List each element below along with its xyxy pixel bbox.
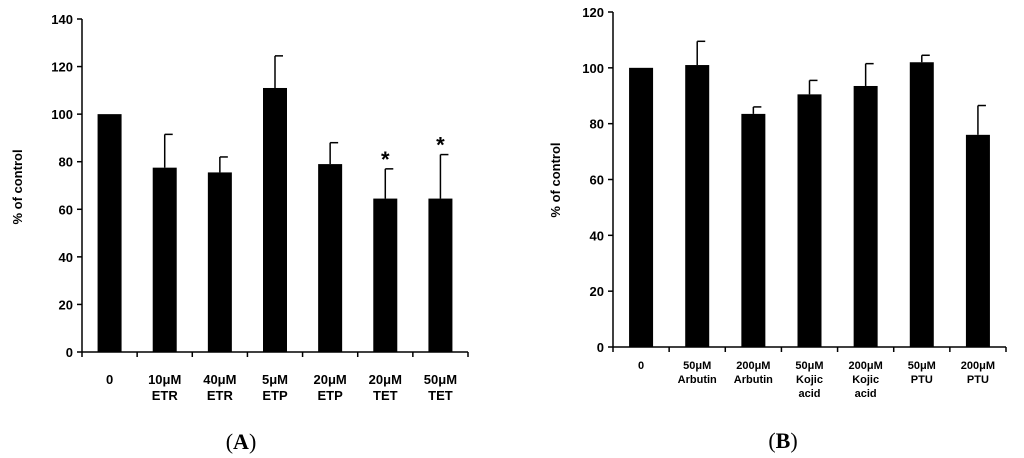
category-label-b: 200μM bbox=[736, 360, 770, 372]
category-label-b: 50μM bbox=[795, 360, 823, 372]
category-label-b: 0 bbox=[638, 360, 644, 372]
bar-b bbox=[797, 94, 822, 348]
y-tick-label-a: 100 bbox=[51, 107, 73, 122]
panel-label-b: (B) bbox=[768, 428, 797, 453]
category-label-b: acid bbox=[855, 388, 877, 400]
panel-label-a: (A) bbox=[226, 429, 257, 454]
category-label-a: 20μM bbox=[314, 372, 347, 387]
category-label-b: acid bbox=[798, 388, 820, 400]
category-label-b: Kojic bbox=[852, 374, 879, 386]
y-tick-label-b: 40 bbox=[590, 228, 604, 243]
bar-b bbox=[685, 65, 710, 348]
bar-b bbox=[629, 67, 654, 347]
bar-b bbox=[853, 85, 878, 348]
y-tick-label-a: 120 bbox=[51, 60, 73, 75]
bar-chart-b: 0 20 40 60 80 100 120 0 50μM Arbutin 200μM Arbutin 5… bbox=[548, 5, 1007, 453]
bar-a bbox=[263, 87, 287, 352]
category-label-b: PTU bbox=[911, 374, 933, 386]
category-label-a: 40μM bbox=[203, 372, 236, 387]
significance-marker-a: * bbox=[436, 133, 445, 158]
y-axis-title-a: % of control bbox=[10, 149, 25, 224]
bar-a bbox=[373, 198, 398, 352]
bar-a bbox=[207, 172, 232, 352]
y-tick-label-a: 40 bbox=[59, 250, 73, 265]
category-label-b: 50μM bbox=[908, 360, 936, 372]
bar-b bbox=[909, 62, 934, 347]
y-tick-label-b: 80 bbox=[590, 117, 604, 132]
y-tick-label-a: 0 bbox=[66, 345, 73, 360]
category-label-b: 50μM bbox=[683, 360, 711, 372]
category-label-a: ETR bbox=[152, 388, 179, 403]
category-label-a: TET bbox=[428, 388, 453, 403]
bar-b bbox=[741, 113, 766, 347]
chart-panel-a: 0 20 40 60 80 100 120 140 0 10μM ETR 40μM ETR 5μM ETP 2… bbox=[10, 12, 469, 454]
category-label-a: 20μM bbox=[369, 372, 402, 387]
category-label-a: ETP bbox=[317, 388, 343, 403]
bar-a bbox=[152, 167, 177, 352]
y-tick-label-b: 20 bbox=[590, 284, 604, 299]
chart-panel-b: 0 20 40 60 80 100 120 0 50μM Arbutin 200μM Arbutin 5… bbox=[512, 0, 1024, 458]
y-tick-label-a: 80 bbox=[59, 155, 73, 170]
category-label-b: 200μM bbox=[961, 360, 995, 372]
y-tick-label-b: 60 bbox=[590, 173, 604, 188]
bar-b bbox=[965, 134, 990, 347]
y-tick-label-a: 60 bbox=[59, 202, 73, 217]
y-tick-label-b: 100 bbox=[582, 61, 604, 76]
category-label-a: 0 bbox=[106, 372, 113, 387]
category-label-a: 50μM bbox=[424, 372, 457, 387]
y-tick-label-b: 0 bbox=[597, 340, 604, 355]
category-label-b: Arbutin bbox=[678, 374, 717, 386]
bar-a bbox=[318, 164, 343, 352]
significance-marker-a: * bbox=[381, 147, 390, 172]
category-label-b: Kojic bbox=[796, 374, 823, 386]
y-axis-title-b: % of control bbox=[548, 142, 563, 217]
category-label-b: Arbutin bbox=[734, 374, 773, 386]
y-tick-label-a: 20 bbox=[59, 297, 73, 312]
category-label-b: PTU bbox=[967, 374, 989, 386]
bar-a bbox=[428, 198, 453, 352]
category-label-a: TET bbox=[373, 388, 398, 403]
category-label-a: 5μM bbox=[262, 372, 288, 387]
bar-a bbox=[97, 114, 122, 353]
y-tick-label-a: 140 bbox=[51, 12, 73, 27]
category-label-a: ETP bbox=[262, 388, 288, 403]
category-label-b: 200μM bbox=[849, 360, 883, 372]
category-label-a: ETR bbox=[207, 388, 234, 403]
category-label-a: 10μM bbox=[148, 372, 181, 387]
y-tick-label-b: 120 bbox=[582, 5, 604, 20]
